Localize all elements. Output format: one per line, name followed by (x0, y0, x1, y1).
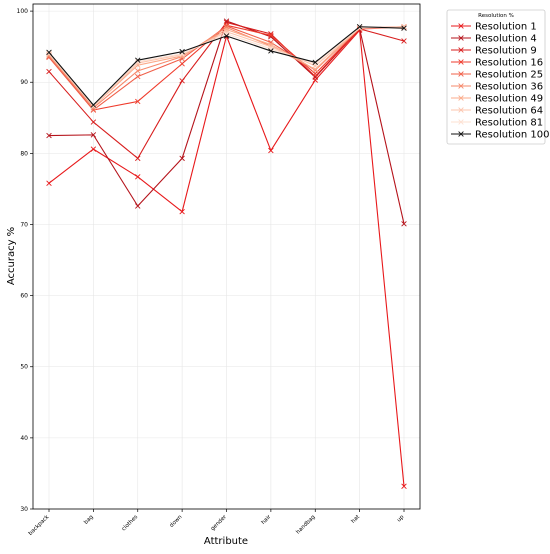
data-point (268, 48, 274, 54)
data-point (46, 68, 52, 75)
legend-label: Resolution 9 (475, 46, 537, 57)
legend-frame (446, 9, 546, 145)
data-point (312, 59, 318, 66)
data-point (401, 24, 407, 31)
x-axis-ticks: backpack bag clothes down gender hair handbag h… (28, 509, 406, 537)
y-axis-ticks: 30 40 50 60 70 80 90 100 (17, 8, 33, 513)
legend-marker (458, 71, 464, 77)
data-point (90, 146, 97, 152)
legend-label: Resolution 25 (475, 70, 543, 81)
legend-label: Resolution 36 (475, 82, 543, 93)
x-tick-label: backpack (28, 514, 51, 537)
legend-item: Resolution 100 (451, 130, 550, 141)
x-tick-label: clothes (121, 514, 139, 532)
data-point (223, 33, 230, 39)
legend-label: Resolution 16 (475, 58, 543, 69)
data-point (401, 38, 407, 44)
legend-marker (458, 35, 464, 41)
data-point (356, 24, 363, 30)
data-point (135, 203, 141, 209)
data-point (135, 57, 141, 63)
data-point (135, 68, 141, 74)
legend-marker (458, 119, 464, 125)
data-point (179, 48, 185, 55)
data-point (179, 61, 185, 67)
legend-label: Resolution 81 (475, 118, 543, 129)
legend-item: Resolution 36 (451, 82, 543, 93)
x-axis-title: Attribute (204, 536, 248, 547)
y-tick-label: 40 (20, 435, 28, 442)
data-point (223, 26, 230, 33)
data-point (223, 29, 230, 35)
data-point (179, 155, 185, 162)
data-point (46, 180, 52, 186)
data-point (46, 132, 52, 139)
legend-label: Resolution 100 (475, 130, 550, 141)
y-tick-label: 60 (20, 293, 28, 300)
legend-marker (458, 23, 464, 29)
x-tick-label: up (396, 514, 406, 524)
data-point (90, 119, 97, 125)
y-tick-label: 90 (20, 79, 28, 86)
y-tick-label: 100 (17, 8, 29, 15)
x-tick-label: hat (350, 514, 361, 525)
legend-item: Resolution 25 (451, 70, 543, 81)
legend-label: Resolution 49 (475, 94, 543, 105)
legend-item: Resolution 81 (451, 118, 543, 129)
legend-label: Resolution 1 (475, 22, 537, 33)
legend-marker (458, 107, 464, 113)
legend-marker (458, 59, 464, 65)
data-point (401, 221, 407, 227)
y-axis-title: Accuracy % (6, 227, 17, 285)
data-point (179, 78, 185, 84)
legend-marker (458, 47, 464, 53)
legend-item: Resolution 9 (451, 46, 537, 57)
data-point (268, 147, 274, 154)
legend-item: Resolution 49 (451, 94, 543, 105)
data-point (135, 174, 141, 180)
x-tick-label: down (169, 514, 184, 529)
legend-item: Resolution 1 (451, 22, 537, 33)
data-point (90, 132, 97, 138)
data-point (46, 49, 52, 56)
y-tick-label: 30 (20, 506, 28, 513)
y-tick-label: 50 (20, 364, 28, 371)
x-tick-label: handbag (295, 514, 316, 535)
legend-item: Resolution 4 (451, 34, 537, 45)
data-point (135, 155, 141, 162)
series-lines (46, 18, 407, 489)
data-point (223, 24, 230, 31)
y-tick-label: 80 (20, 150, 28, 157)
legend-item: Resolution 16 (451, 58, 543, 69)
legend-label: Resolution 64 (475, 106, 543, 117)
grid (33, 4, 420, 510)
legend-label: Resolution 4 (475, 34, 537, 45)
data-point (135, 98, 141, 105)
data-point (135, 73, 141, 80)
data-point (223, 31, 230, 37)
series-10 (46, 24, 407, 108)
data-point (90, 102, 97, 108)
x-tick-label: hair (261, 514, 273, 526)
x-tick-label: bag (83, 514, 95, 526)
data-point (401, 25, 407, 31)
legend-marker (458, 131, 464, 137)
data-point (401, 483, 407, 489)
legend-item: Resolution 64 (451, 106, 543, 117)
data-point (356, 24, 363, 31)
legend-marker (458, 95, 464, 101)
data-point (268, 32, 274, 39)
data-point (179, 208, 185, 215)
legend-marker (458, 83, 464, 89)
x-tick-label: gender (210, 514, 229, 533)
y-tick-label: 70 (20, 221, 28, 228)
legend-title: Resolution % (478, 13, 514, 19)
